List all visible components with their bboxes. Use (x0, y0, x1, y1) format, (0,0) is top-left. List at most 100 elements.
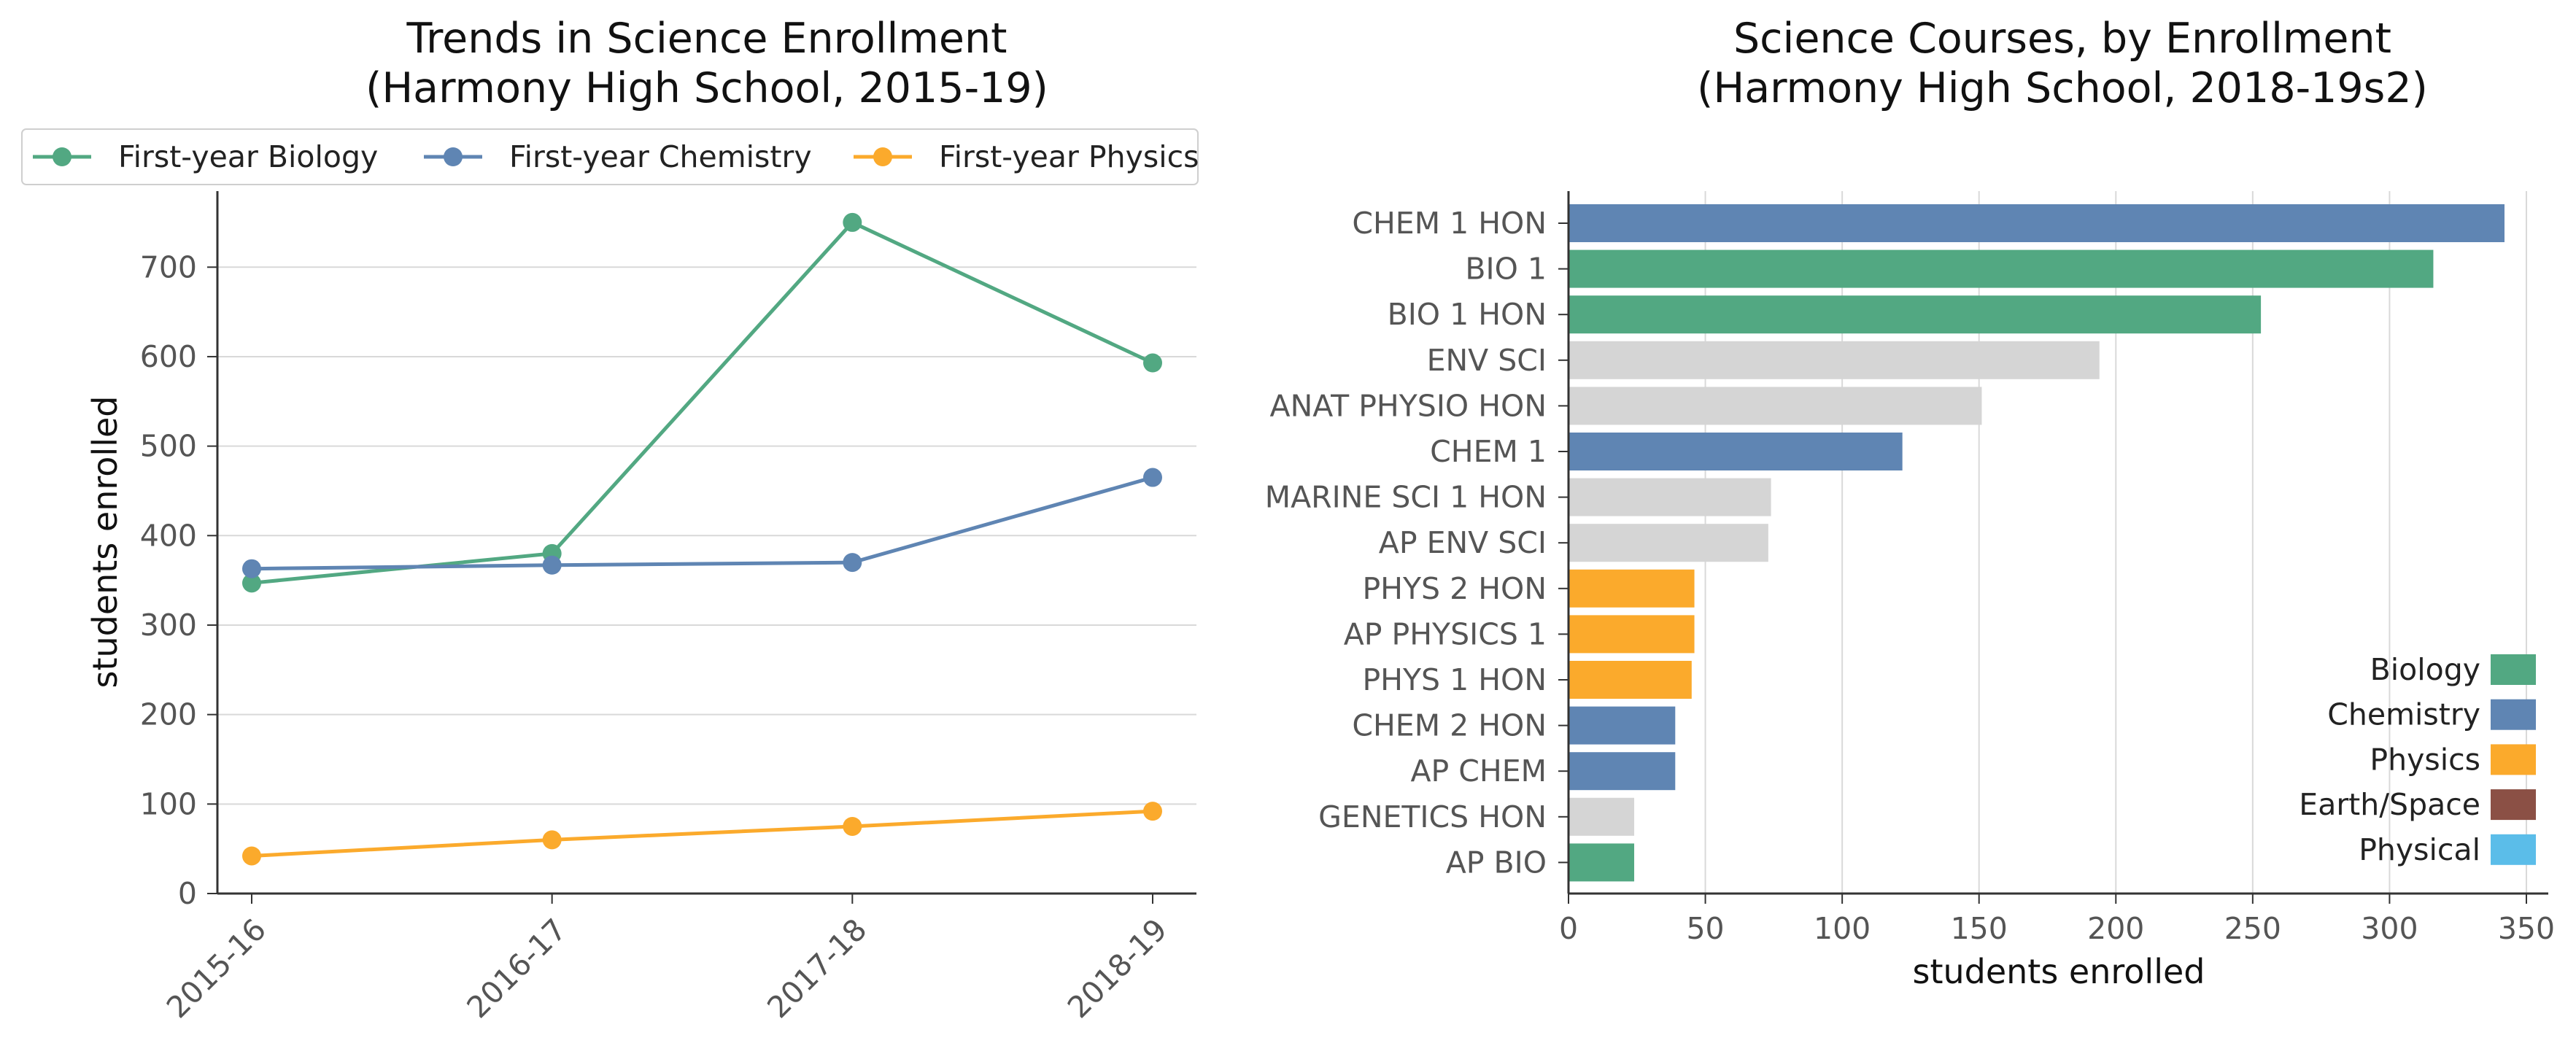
x-tick-label: 100 (1814, 911, 1871, 946)
bar-chart-x-axis-label: students enrolled (1913, 952, 2205, 991)
legend-marker (53, 147, 71, 166)
legend-item: Physical (2359, 832, 2536, 867)
category-label: AP ENV SCI (1379, 525, 1547, 560)
category-label: BIO 1 HON (1388, 297, 1547, 332)
legend-swatch (2491, 699, 2536, 730)
category-label: ANAT PHYSIO HON (1270, 388, 1547, 423)
x-tick-label: 2016-17 (460, 912, 573, 1025)
legend-label: First-year Physics (939, 139, 1199, 174)
bar-chart-legend: Biology Chemistry Physics Earth/Space Physic… (2299, 652, 2536, 867)
category-label: PHYS 2 HON (1362, 571, 1547, 606)
category-label: AP CHEM (1410, 753, 1547, 788)
legend-item: Biology (2370, 652, 2536, 687)
category-label: AP BIO (1446, 845, 1547, 880)
bar (1569, 752, 1676, 791)
y-tick-label: 100 (140, 786, 197, 821)
data-point (242, 559, 261, 578)
data-point (542, 830, 562, 850)
bar (1569, 295, 2262, 334)
x-tick-label: 2018-19 (1061, 912, 1174, 1025)
series-line (251, 476, 1153, 571)
y-tick-label: 600 (140, 339, 197, 374)
line-chart-y-ticks: 0 100 200 300 400 500 600 700 (140, 249, 217, 911)
legend-swatch (2491, 834, 2536, 865)
bar (1569, 797, 1635, 836)
bar (1569, 615, 1695, 654)
legend-label: Earth/Space (2299, 787, 2480, 822)
bar-chart-bars (1569, 204, 2505, 882)
category-label: PHYS 1 HON (1362, 662, 1547, 697)
bar (1569, 478, 1771, 516)
category-label: ENV SCI (1427, 343, 1547, 378)
bar (1569, 387, 1982, 425)
y-tick-label: 0 (178, 876, 197, 911)
data-point (843, 212, 862, 232)
line-chart-series (242, 212, 1162, 866)
series-line (251, 809, 1153, 858)
line-chart-x-ticks: 2015-16 2016-17 2017-18 2018-19 (160, 894, 1174, 1025)
data-point (242, 846, 261, 866)
bar (1569, 569, 1695, 608)
data-point (1143, 802, 1162, 821)
bar-chart: Science Courses, by Enrollment (Harmony H… (1265, 15, 2555, 991)
bar-chart-x-ticks: 0 50 100 150 200 250 300 350 (1559, 894, 2555, 946)
y-tick-label: 500 (140, 429, 197, 464)
data-point (1143, 353, 1162, 373)
series (242, 468, 1162, 578)
x-tick-label: 250 (2224, 911, 2281, 946)
y-tick-label: 700 (140, 249, 197, 284)
category-label: BIO 1 (1465, 252, 1547, 287)
line-chart-y-axis-label: students enrolled (85, 396, 125, 689)
data-point (1143, 468, 1162, 487)
x-tick-label: 350 (2498, 911, 2555, 946)
bar (1569, 661, 1692, 699)
legend-marker (873, 147, 892, 166)
legend-swatch (2491, 744, 2536, 775)
line-chart-legend: First-year Biology First-year Chemistry Fi… (21, 128, 1199, 185)
title-line: Trends in Science Enrollment (406, 15, 1007, 63)
bar (1569, 843, 1635, 882)
bar (1569, 706, 1676, 745)
y-tick-label: 200 (140, 697, 197, 732)
bar (1569, 204, 2505, 242)
legend-label: Biology (2370, 652, 2480, 687)
category-label: CHEM 2 HON (1352, 708, 1547, 743)
legend-swatch (2491, 654, 2536, 685)
legend-item: First-year Chemistry (424, 139, 812, 174)
legend-label: Physics (2370, 742, 2480, 777)
line-chart-gridlines (217, 266, 1196, 805)
line-chart: Trends in Science Enrollment (Harmony Hig… (21, 15, 1199, 1025)
x-tick-label: 2017-18 (760, 912, 873, 1025)
category-label: CHEM 1 HON (1352, 206, 1547, 241)
title-line: (Harmony High School, 2015-19) (365, 64, 1048, 112)
legend-item: Physics (2370, 742, 2536, 777)
legend-label: First-year Chemistry (509, 139, 812, 174)
category-label: AP PHYSICS 1 (1344, 616, 1547, 651)
x-tick-label: 0 (1559, 911, 1578, 946)
x-tick-label: 300 (2361, 911, 2418, 946)
legend-frame (21, 128, 1199, 185)
x-tick-label: 150 (1951, 911, 2008, 946)
x-tick-label: 200 (2087, 911, 2144, 946)
bar (1569, 524, 1768, 562)
legend-item: First-year Biology (33, 139, 378, 174)
bar-chart-title: Science Courses, by Enrollment (Harmony H… (1697, 15, 2428, 112)
legend-label: Physical (2359, 832, 2480, 867)
title-line: Science Courses, by Enrollment (1733, 15, 2391, 63)
legend-label: First-year Biology (118, 139, 378, 174)
legend-item: Chemistry (2327, 697, 2536, 732)
line-chart-title: Trends in Science Enrollment (Harmony Hig… (365, 15, 1048, 112)
legend-swatch (2491, 789, 2536, 821)
x-tick-label: 2015-16 (160, 912, 273, 1025)
data-point (843, 816, 862, 836)
legend-item: Earth/Space (2299, 787, 2536, 822)
bar-chart-category-labels: CHEM 1 HON BIO 1 BIO 1 HON ENV SCI ANAT PHYS… (1265, 206, 1569, 880)
y-tick-label: 300 (140, 608, 197, 643)
legend-label: Chemistry (2327, 697, 2480, 732)
legend-marker (444, 147, 463, 166)
series (242, 802, 1162, 866)
data-point (242, 573, 261, 593)
bar (1569, 341, 2100, 379)
bar (1569, 433, 1903, 470)
